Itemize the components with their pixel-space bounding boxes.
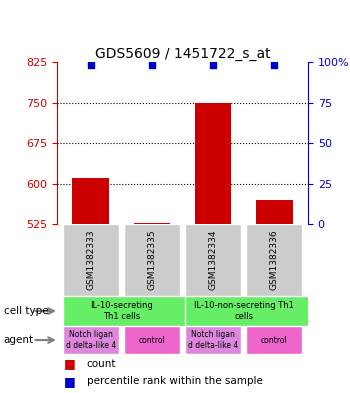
Bar — [256, 200, 293, 224]
Bar — [63, 296, 236, 326]
Text: GSM1382333: GSM1382333 — [86, 230, 95, 290]
Text: Notch ligan
d delta-like 4: Notch ligan d delta-like 4 — [65, 331, 116, 350]
Text: control: control — [139, 336, 165, 345]
Text: count: count — [87, 359, 116, 369]
Text: cell type: cell type — [4, 306, 48, 316]
Point — [210, 62, 216, 68]
Text: control: control — [261, 336, 288, 345]
Title: GDS5609 / 1451722_s_at: GDS5609 / 1451722_s_at — [95, 47, 270, 61]
Text: GSM1382336: GSM1382336 — [270, 230, 279, 290]
Text: IL-10-non-secreting Th1
cells: IL-10-non-secreting Th1 cells — [194, 301, 294, 321]
Text: GSM1382334: GSM1382334 — [209, 230, 218, 290]
Bar — [185, 326, 241, 354]
Bar — [185, 296, 350, 326]
Bar — [133, 223, 170, 224]
Point — [88, 62, 93, 68]
Text: Notch ligan
d delta-like 4: Notch ligan d delta-like 4 — [188, 331, 238, 350]
Bar — [124, 326, 180, 354]
Bar — [185, 224, 241, 296]
Bar — [63, 224, 119, 296]
Point — [272, 62, 277, 68]
Bar — [246, 224, 302, 296]
Text: ■: ■ — [64, 375, 76, 388]
Point — [149, 62, 155, 68]
Text: ■: ■ — [64, 357, 76, 370]
Text: GSM1382335: GSM1382335 — [147, 230, 156, 290]
Bar — [124, 224, 180, 296]
Bar — [72, 178, 109, 224]
Bar — [246, 326, 302, 354]
Bar — [195, 103, 231, 224]
Text: percentile rank within the sample: percentile rank within the sample — [87, 376, 262, 386]
Bar — [63, 326, 119, 354]
Text: IL-10-secreting
Th1 cells: IL-10-secreting Th1 cells — [90, 301, 153, 321]
Text: agent: agent — [4, 335, 34, 345]
